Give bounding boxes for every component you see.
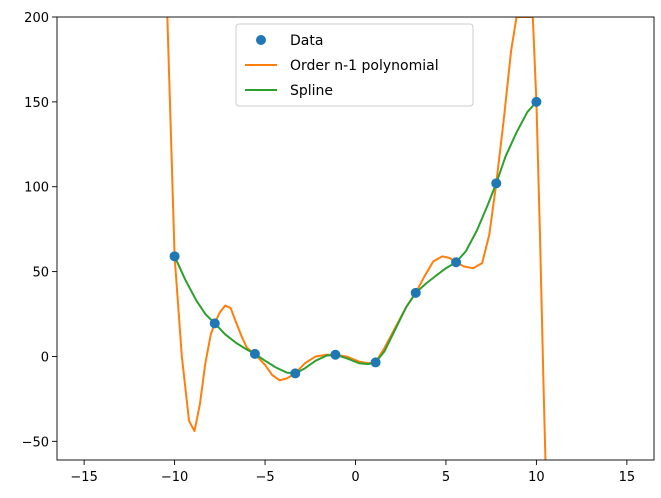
data-point <box>451 257 462 268</box>
x-tick-label: 10 <box>528 470 545 485</box>
plot-area <box>166 17 547 460</box>
y-tick-label: −50 <box>22 435 49 450</box>
y-tick-label: 200 <box>24 11 49 26</box>
x-tick-label: 0 <box>351 470 359 485</box>
legend-label: Spline <box>290 83 333 99</box>
x-tick-label: 15 <box>619 470 636 485</box>
y-tick-label: 50 <box>32 266 49 281</box>
data-point <box>370 357 381 368</box>
x-tick-label: −10 <box>161 470 188 485</box>
data-point <box>531 96 542 107</box>
data-point <box>410 287 421 298</box>
legend-box <box>235 23 474 107</box>
y-tick-label: 0 <box>41 350 49 365</box>
series-line-2 <box>173 101 538 375</box>
data-point <box>249 348 260 359</box>
legend-marker <box>256 35 266 45</box>
legend-label: Order n-1 polynomial <box>290 58 439 74</box>
x-axis: −15 −10 −5 0 5 10 15 <box>70 460 635 485</box>
data-point <box>209 318 220 329</box>
legend-label: Data <box>290 33 323 49</box>
data-point <box>169 251 180 262</box>
x-tick-label: 5 <box>442 470 450 485</box>
legend: Data Order n-1 polynomial Spline <box>235 23 474 107</box>
y-tick-label: 150 <box>24 96 49 111</box>
data-point <box>491 178 502 189</box>
x-tick-label: −5 <box>255 470 274 485</box>
data-point <box>330 349 341 360</box>
data-point <box>290 368 301 379</box>
x-tick-label: −15 <box>70 470 97 485</box>
y-tick-label: 100 <box>24 181 49 196</box>
y-axis: −50 0 50 100 150 200 <box>22 11 57 450</box>
